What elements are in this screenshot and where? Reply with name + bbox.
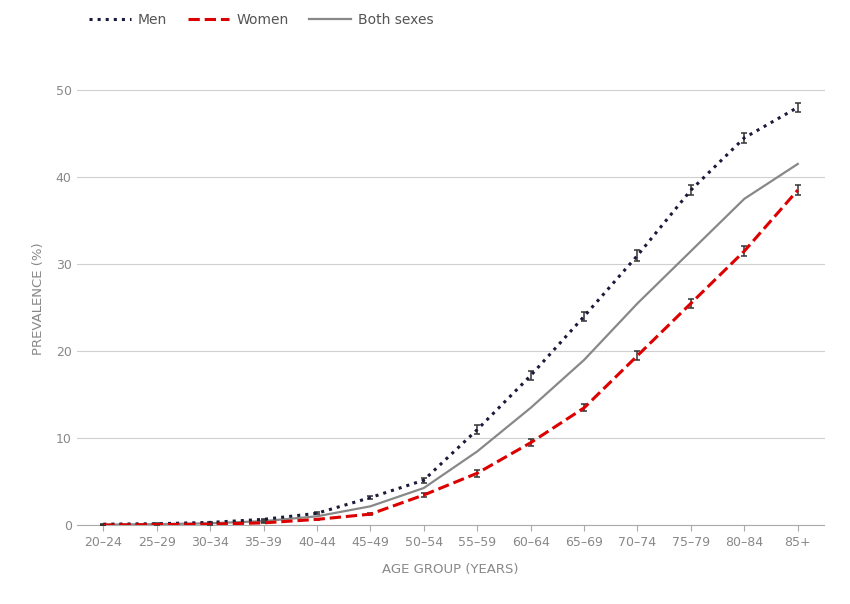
Y-axis label: PREVALENCE (%): PREVALENCE (%) bbox=[31, 243, 44, 355]
X-axis label: AGE GROUP (YEARS): AGE GROUP (YEARS) bbox=[382, 563, 518, 576]
Legend: Men, Women, Both sexes: Men, Women, Both sexes bbox=[83, 7, 439, 32]
